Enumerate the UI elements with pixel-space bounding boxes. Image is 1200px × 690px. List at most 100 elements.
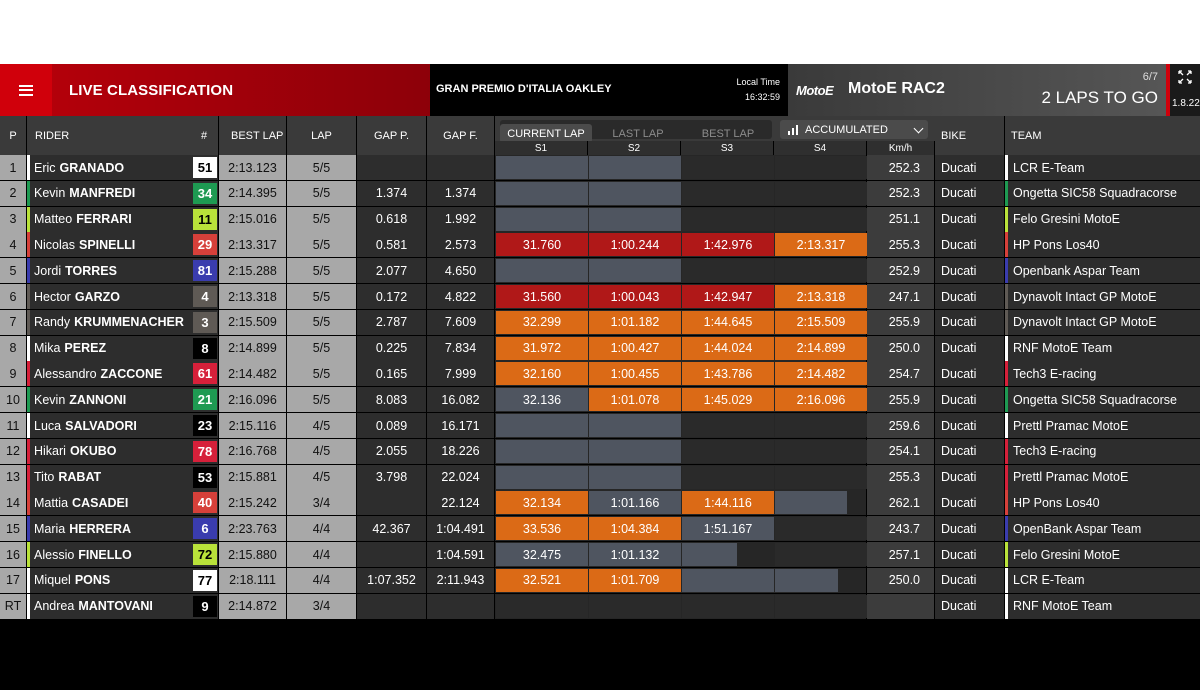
lap-progress: 4/5 xyxy=(287,413,357,438)
sector-3-time xyxy=(682,156,774,179)
sector-4-time xyxy=(775,465,867,489)
accumulated-dropdown[interactable]: ACCUMULATED xyxy=(780,120,928,139)
top-speed: 243.7 xyxy=(867,516,935,542)
sector-2-time: 1:00.244 xyxy=(589,233,681,257)
team-color-stripe xyxy=(27,490,30,516)
table-row[interactable]: 17 Miquel PONS 77 2:18.111 4/4 1:07.352 2:1… xyxy=(0,567,1200,593)
team-cell: RNF MotoE Team xyxy=(1005,593,1200,619)
top-speed: 250.0 xyxy=(867,335,935,361)
bike-brand: Ducati xyxy=(935,258,1005,284)
lap-progress: 5/5 xyxy=(287,309,357,335)
gap-previous xyxy=(357,542,427,567)
rider-first-name: Eric xyxy=(34,160,56,175)
top-speed xyxy=(867,593,935,619)
rider-number: 51 xyxy=(193,157,217,178)
sector-1-time: 32.136 xyxy=(496,388,588,412)
gap-previous: 3.798 xyxy=(357,464,427,490)
menu-button[interactable] xyxy=(0,64,52,116)
sector-4-time: 2:14.899 xyxy=(775,336,867,360)
sector-3-time xyxy=(682,594,774,618)
table-row[interactable]: 8 Mika PEREZ 8 2:14.899 5/5 0.225 7.834 31.9… xyxy=(0,335,1200,361)
table-row[interactable]: 2 Kevin MANFREDI 34 2:14.395 5/5 1.374 1.37… xyxy=(0,180,1200,206)
table-row[interactable]: 11 Luca SALVADORI 23 2:15.116 4/5 0.089 16.… xyxy=(0,413,1200,438)
team-cell: OpenBank Aspar Team xyxy=(1005,516,1200,542)
table-row[interactable]: 5 Jordi TORRES 81 2:15.288 5/5 2.077 4.650 2… xyxy=(0,258,1200,284)
sector-3-time: 1:44.645 xyxy=(682,310,774,334)
rider-cell: Kevin ZANNONI 21 xyxy=(27,387,219,413)
sector-1-time xyxy=(496,259,588,283)
gap-first: 16.171 xyxy=(427,413,495,438)
team-color-stripe xyxy=(1005,516,1008,542)
table-row[interactable]: 15 Maria HERRERA 6 2:23.763 4/4 42.367 1:04… xyxy=(0,516,1200,542)
table-row[interactable]: 3 Matteo FERRARI 11 2:15.016 5/5 0.618 1.99… xyxy=(0,206,1200,232)
sector-4-time: 2:13.317 xyxy=(775,233,867,257)
team-name: Prettl Pramac MotoE xyxy=(1013,418,1129,433)
team-name: Ongetta SIC58 Squadracorse xyxy=(1013,186,1177,201)
gap-first: 4.650 xyxy=(427,258,495,284)
sector-3-time: 1:44.116 xyxy=(682,491,774,515)
rider-last-name: FINELLO xyxy=(78,547,132,562)
sector-2-time xyxy=(589,156,681,179)
table-row[interactable]: 6 Hector GARZO 4 2:13.318 5/5 0.172 4.822 31… xyxy=(0,284,1200,309)
best-lap-time: 2:23.763 xyxy=(219,516,287,542)
gap-first: 1:04.491 xyxy=(427,516,495,542)
table-row[interactable]: 7 Randy KRUMMENACHER 3 2:15.509 5/5 2.787 7… xyxy=(0,309,1200,335)
team-cell: Ongetta SIC58 Squadracorse xyxy=(1005,387,1200,413)
team-name: Prettl Pramac MotoE xyxy=(1013,470,1129,485)
sector-2-time: 1:00.043 xyxy=(589,285,681,308)
bike-brand: Ducati xyxy=(935,516,1005,542)
sector-2-time: 1:01.709 xyxy=(589,568,681,592)
table-row[interactable]: 10 Kevin ZANNONI 21 2:16.096 5/5 8.083 16.0… xyxy=(0,387,1200,413)
rider-last-name: PONS xyxy=(74,573,111,588)
fullscreen-icon[interactable] xyxy=(1178,70,1192,84)
table-row[interactable]: 9 Alessandro ZACCONE 61 2:14.482 5/5 0.165… xyxy=(0,361,1200,387)
bike-brand: Ducati xyxy=(935,361,1005,387)
tab-best-lap[interactable]: BEST LAP xyxy=(701,127,755,140)
col-s2: S2 xyxy=(588,141,681,155)
top-speed: 255.3 xyxy=(867,232,935,258)
table-row[interactable]: 1 Eric GRANADO 51 2:13.123 5/5 252.3 Ducati… xyxy=(0,155,1200,180)
gap-previous: 0.172 xyxy=(357,284,427,309)
team-color-stripe xyxy=(27,232,30,258)
top-speed: 252.3 xyxy=(867,180,935,206)
table-row[interactable]: 16 Alessio FINELLO 72 2:15.880 4/4 1:04.59… xyxy=(0,542,1200,567)
position: 4 xyxy=(0,232,27,258)
top-speed: 262.1 xyxy=(867,490,935,516)
rider-number: 81 xyxy=(193,260,217,282)
bike-brand: Ducati xyxy=(935,490,1005,516)
col-position: P xyxy=(0,116,27,155)
tab-last-lap[interactable]: LAST LAP xyxy=(612,127,664,140)
column-header: P RIDER # BEST LAP LAP GAP P. GAP F. CUR… xyxy=(0,116,1200,155)
table-row[interactable]: 13 Tito RABAT 53 2:15.881 4/5 3.798 22.024 2… xyxy=(0,464,1200,490)
table-row[interactable]: 12 Hikari OKUBO 78 2:16.768 4/5 2.055 18.22… xyxy=(0,438,1200,464)
top-speed: 254.1 xyxy=(867,438,935,464)
rider-first-name: Jordi xyxy=(34,263,62,278)
table-row[interactable]: RT Andrea MANTOVANI 9 2:14.872 3/4 Ducati … xyxy=(0,593,1200,619)
local-time: 16:32:59 xyxy=(744,92,780,102)
top-speed: 255.3 xyxy=(867,464,935,490)
team-color-stripe xyxy=(1005,155,1008,180)
rider-first-name: Maria xyxy=(34,521,66,536)
team-name: RNF MotoE Team xyxy=(1013,341,1113,356)
rider-first-name: Alessandro xyxy=(34,366,97,381)
gap-first: 1.374 xyxy=(427,180,495,206)
version-label: 1.8.22 xyxy=(1172,98,1200,109)
table-row[interactable]: 4 Nicolas SPINELLI 29 2:13.317 5/5 0.581 2.… xyxy=(0,232,1200,258)
sector-2-time: 1:01.132 xyxy=(589,543,681,566)
col-s3: S3 xyxy=(681,141,774,155)
tab-current-lap[interactable]: CURRENT LAP xyxy=(500,124,592,143)
team-color-stripe xyxy=(1005,206,1008,232)
rider-first-name: Andrea xyxy=(34,599,75,614)
col-rider-label: RIDER xyxy=(35,129,70,142)
team-cell: Felo Gresini MotoE xyxy=(1005,542,1200,567)
accent-bar xyxy=(1166,64,1170,116)
sector-3-time xyxy=(682,259,774,283)
sector-4-time xyxy=(775,594,867,618)
rider-number: 4 xyxy=(193,286,217,307)
sector-2-time xyxy=(589,439,681,463)
sector-3-time: 1:45.029 xyxy=(682,388,774,412)
gap-first: 1.992 xyxy=(427,206,495,232)
best-lap-time: 2:18.111 xyxy=(219,567,287,593)
table-row[interactable]: 14 Mattia CASADEI 40 2:15.242 3/4 22.124 32… xyxy=(0,490,1200,516)
col-gap-first: GAP F. xyxy=(427,116,495,155)
